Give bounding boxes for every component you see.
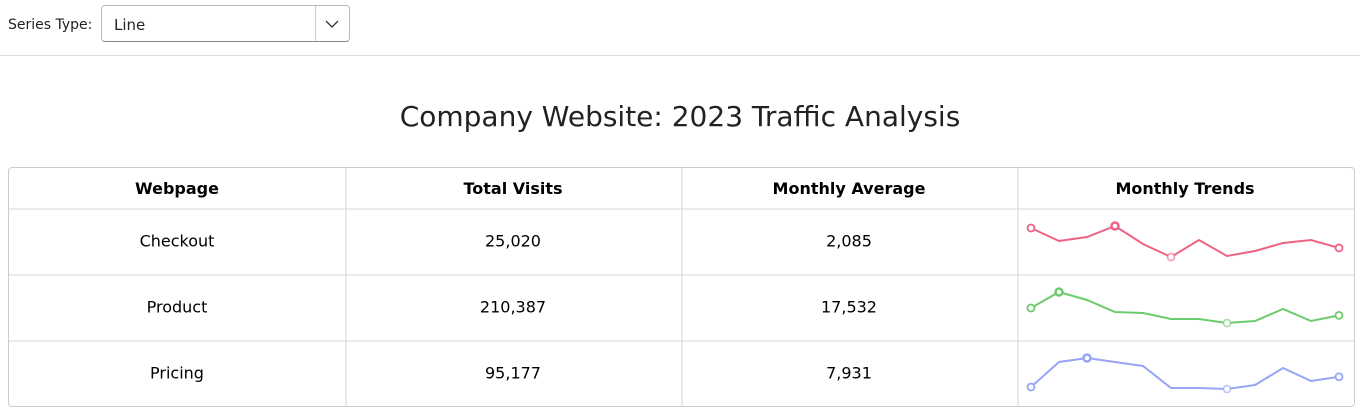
sparkline [1030, 224, 1340, 259]
cell-average: 7,931 [826, 364, 872, 383]
cell-total: 25,020 [485, 232, 541, 251]
sparkline-marker [1222, 384, 1232, 394]
series-type-label: Series Type: [8, 17, 93, 33]
sparkline-marker [1334, 372, 1344, 382]
sparkline [1030, 290, 1340, 325]
series-type-dropdown[interactable]: Line [101, 5, 350, 42]
traffic-table: Webpage Total Visits Monthly Average Monthl… [8, 167, 1355, 407]
dropdown-value: Line [114, 16, 146, 34]
column-header: Webpage [135, 179, 219, 198]
chevron[interactable] [324, 18, 340, 30]
cell-average: 17,532 [821, 298, 877, 317]
sparkline-marker [1026, 223, 1036, 233]
sparkline-marker [1166, 252, 1176, 262]
sparkline-marker [1054, 287, 1064, 297]
sparkline-marker [1026, 382, 1036, 392]
cell-total: 210,387 [480, 298, 546, 317]
column-header: Total Visits [463, 179, 562, 198]
column-header: Monthly Average [773, 179, 926, 198]
page-title: Company Website: 2023 Traffic Analysis [399, 100, 961, 133]
sparkline-marker [1026, 303, 1036, 313]
sparkline-marker [1222, 318, 1232, 328]
cell-average: 2,085 [826, 232, 872, 251]
dropdown-separator [315, 6, 316, 41]
toolbar: Series Type: Line [0, 0, 1360, 56]
cell-webpage: Pricing [150, 364, 204, 383]
cell-webpage: Checkout [140, 232, 215, 251]
sparkline-marker [1110, 221, 1120, 231]
cell-total: 95,177 [485, 364, 541, 383]
sparkline-marker [1082, 353, 1092, 363]
sparkline [1030, 356, 1340, 391]
cell-webpage: Product [147, 298, 208, 317]
column-header: Monthly Trends [1115, 179, 1254, 198]
sparkline-marker [1334, 310, 1344, 320]
sparkline-marker [1334, 243, 1344, 253]
